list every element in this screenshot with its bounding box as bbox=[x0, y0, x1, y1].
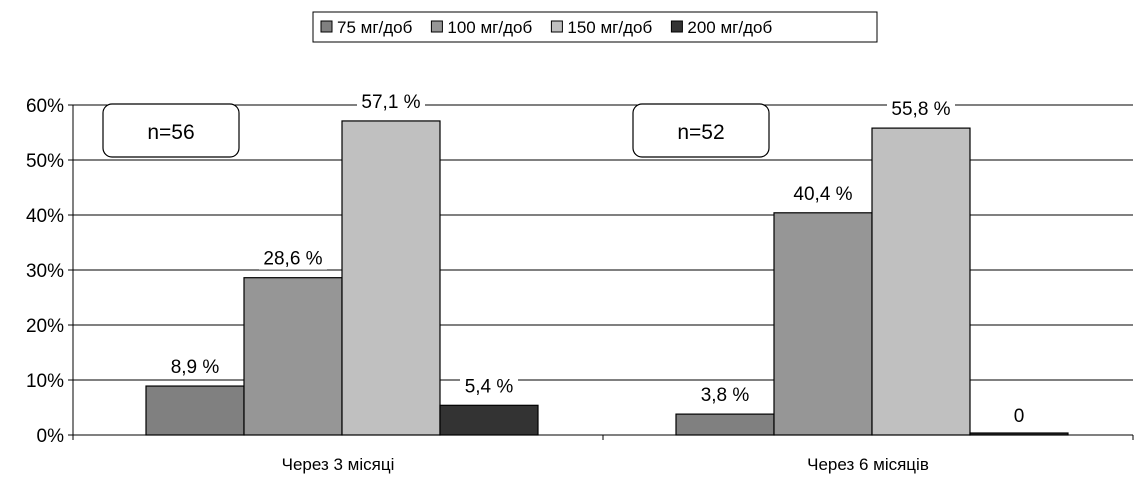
bar bbox=[871, 127, 971, 436]
x-axis-labels: Через 3 місяці Через 6 місяців bbox=[282, 455, 929, 474]
data-label-bg bbox=[460, 373, 518, 398]
data-label: 0 bbox=[1014, 406, 1025, 427]
legend-label: 150 мг/доб bbox=[567, 18, 652, 37]
data-label-bg bbox=[259, 245, 327, 270]
y-tick-label: 0% bbox=[37, 426, 65, 447]
y-tick-label: 10% bbox=[26, 371, 64, 392]
data-label-bg bbox=[1010, 403, 1028, 427]
data-label: 55,8 % bbox=[891, 99, 950, 120]
y-tick-label: 60% bbox=[26, 96, 64, 117]
y-tick-label: 40% bbox=[26, 206, 64, 227]
bar bbox=[243, 277, 343, 436]
data-label-bg bbox=[357, 88, 425, 113]
legend-label: 200 мг/доб bbox=[687, 18, 772, 37]
x-category-label: Через 6 місяців bbox=[807, 455, 929, 474]
bar bbox=[145, 385, 245, 436]
bar bbox=[773, 212, 873, 436]
data-label-bg bbox=[789, 180, 857, 205]
data-label: 28,6 % bbox=[263, 249, 322, 270]
legend-label: 100 мг/доб bbox=[447, 18, 532, 37]
data-label: 40,4 % bbox=[793, 184, 852, 205]
bars bbox=[145, 120, 1069, 436]
bar bbox=[439, 404, 539, 436]
legend-swatch bbox=[430, 20, 443, 33]
data-label: 5,4 % bbox=[465, 376, 514, 397]
x-category-label: Через 3 місяці bbox=[282, 455, 395, 474]
data-label: 57,1 % bbox=[361, 92, 420, 113]
data-labels: 8,9 % 28,6 % 57,1 % 5,4 % 3,8 % 40,4 % 55,8 % 0 bbox=[166, 88, 1028, 427]
bar bbox=[969, 432, 1069, 436]
legend-swatch bbox=[550, 20, 563, 33]
legend-swatch bbox=[670, 20, 683, 33]
data-label-bg bbox=[696, 382, 754, 407]
legend-swatch bbox=[320, 20, 333, 33]
data-label: 3,8 % bbox=[701, 385, 750, 406]
y-axis-ticks: 0% 10% 20% 30% 40% 50% 60% bbox=[26, 96, 1134, 447]
annotation-box bbox=[102, 103, 240, 158]
annotation-box bbox=[632, 103, 770, 158]
annotation-text: n=52 bbox=[677, 121, 724, 144]
data-label: 8,9 % bbox=[171, 357, 220, 378]
bar bbox=[675, 413, 775, 436]
legend: 75 мг/доб 100 мг/доб 150 мг/доб 200 мг/доб bbox=[312, 11, 878, 43]
annotation-text: n=56 bbox=[147, 121, 194, 144]
data-label-bg bbox=[887, 96, 955, 121]
legend-label: 75 мг/доб bbox=[337, 18, 413, 37]
legend-box bbox=[312, 11, 878, 43]
data-label-bg bbox=[166, 354, 224, 379]
y-tick-label: 30% bbox=[26, 261, 64, 282]
y-tick-label: 50% bbox=[26, 151, 64, 172]
bar bbox=[341, 120, 441, 436]
y-tick-label: 20% bbox=[26, 316, 64, 337]
annotations: n=56 n=52 bbox=[102, 103, 770, 158]
